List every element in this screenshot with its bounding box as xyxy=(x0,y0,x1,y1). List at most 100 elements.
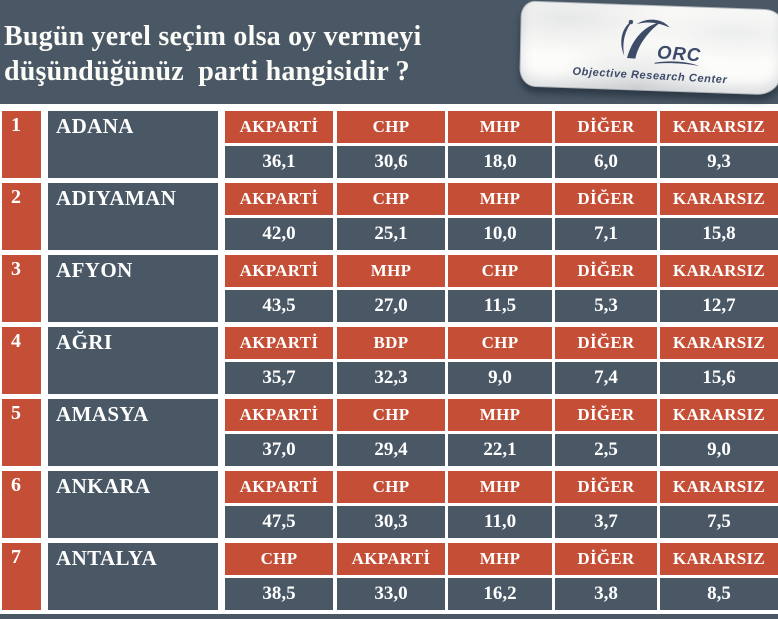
party-header-cell: CHP xyxy=(337,399,445,431)
value-cell: 47,5 xyxy=(225,506,333,538)
party-header-cell: AKPARTİ xyxy=(225,255,333,287)
value-cell: 15,8 xyxy=(660,218,778,250)
party-header-cell: CHP xyxy=(225,543,333,575)
party-header-cell: CHP xyxy=(337,183,445,215)
party-header-cell: BDP xyxy=(337,327,445,359)
value-cell: 27,0 xyxy=(337,290,445,322)
table-row: 2 ADIYAMAN AKPARTİ 42,0 CHP 25,1 MHP 10,0 DİĞER 7… xyxy=(2,183,778,250)
row-city: ADIYAMAN xyxy=(48,183,218,250)
row-city: AFYON xyxy=(48,255,218,322)
orc-abbr-text: ORC xyxy=(657,41,702,65)
value-cell: 22,1 xyxy=(448,434,552,466)
party-header-cell: MHP xyxy=(448,399,552,431)
row-city: AMASYA xyxy=(48,399,218,466)
row-city: ANTALYA xyxy=(48,543,218,610)
value-cell: 9,0 xyxy=(448,362,552,394)
value-cell: 2,5 xyxy=(555,434,657,466)
title-line-2: düşündüğünüz parti hangisidir ? xyxy=(4,56,410,87)
row-rank: 3 xyxy=(2,255,41,322)
value-cell: 12,7 xyxy=(660,290,778,322)
table-row: 3 AFYON AKPARTİ 43,5 MHP 27,0 CHP 11,5 DİĞER 5,3 K… xyxy=(2,255,778,322)
party-header-cell: KARARSIZ xyxy=(660,255,778,287)
value-cell: 37,0 xyxy=(225,434,333,466)
table-row: 7 ANTALYA CHP 38,5 AKPARTİ 33,0 MHP 16,2 DİĞER 3,… xyxy=(2,543,778,610)
row-rank: 4 xyxy=(2,327,41,394)
party-header-cell: AKPARTİ xyxy=(225,471,333,503)
bottom-crop-bar xyxy=(0,614,778,619)
row-rank: 6 xyxy=(2,471,41,538)
party-header-cell: MHP xyxy=(448,111,552,143)
party-header-cell: DİĞER xyxy=(555,327,657,359)
value-cell: 30,6 xyxy=(337,146,445,178)
table-row: 5 AMASYA AKPARTİ 37,0 CHP 29,4 MHP 22,1 DİĞER 2,5… xyxy=(2,399,778,466)
party-header-cell: AKPARTİ xyxy=(225,399,333,431)
slide-header: Bugün yerel seçim olsa oy vermeyi düşündü… xyxy=(0,0,778,104)
party-header-cell: DİĞER xyxy=(555,399,657,431)
party-header-cell: CHP xyxy=(337,471,445,503)
party-header-cell: CHP xyxy=(448,255,552,287)
value-cell: 11,5 xyxy=(448,290,552,322)
row-rank: 7 xyxy=(2,543,41,610)
value-cell: 38,5 xyxy=(225,578,333,610)
value-cell: 42,0 xyxy=(225,218,333,250)
value-cell: 6,0 xyxy=(555,146,657,178)
value-cell: 3,7 xyxy=(555,506,657,538)
party-header-cell: AKPARTİ xyxy=(225,111,333,143)
party-header-cell: KARARSIZ xyxy=(660,399,778,431)
party-header-cell: CHP xyxy=(337,111,445,143)
value-cell: 18,0 xyxy=(448,146,552,178)
party-header-cell: DİĞER xyxy=(555,255,657,287)
party-header-cell: DİĞER xyxy=(555,543,657,575)
party-header-cell: DİĞER xyxy=(555,471,657,503)
party-header-cell: MHP xyxy=(448,471,552,503)
value-cell: 3,8 xyxy=(555,578,657,610)
value-cell: 35,7 xyxy=(225,362,333,394)
value-cell: 7,1 xyxy=(555,218,657,250)
value-cell: 7,4 xyxy=(555,362,657,394)
party-header-cell: AKPARTİ xyxy=(225,327,333,359)
party-header-cell: DİĞER xyxy=(555,183,657,215)
table-row: 1 ADANA AKPARTİ 36,1 CHP 30,6 MHP 18,0 DİĞER 6,0 K… xyxy=(2,111,778,178)
orc-logo-badge: ORC Objective Research Center xyxy=(519,0,778,96)
value-cell: 10,0 xyxy=(448,218,552,250)
value-cell: 16,2 xyxy=(448,578,552,610)
party-header-cell: KARARSIZ xyxy=(660,111,778,143)
party-header-cell: KARARSIZ xyxy=(660,543,778,575)
party-header-cell: AKPARTİ xyxy=(225,183,333,215)
row-city: ANKARA xyxy=(48,471,218,538)
table-row: 4 AĞRI AKPARTİ 35,7 BDP 32,3 CHP 9,0 DİĞER 7,4 KAR… xyxy=(2,327,778,394)
value-cell: 43,5 xyxy=(225,290,333,322)
value-cell: 7,5 xyxy=(660,506,778,538)
value-cell: 9,0 xyxy=(660,434,778,466)
value-cell: 8,5 xyxy=(660,578,778,610)
row-city: ADANA xyxy=(48,111,218,178)
value-cell: 29,4 xyxy=(337,434,445,466)
party-header-cell: CHP xyxy=(448,327,552,359)
value-cell: 15,6 xyxy=(660,362,778,394)
party-header-cell: KARARSIZ xyxy=(660,327,778,359)
party-header-cell: KARARSIZ xyxy=(660,183,778,215)
row-rank: 5 xyxy=(2,399,41,466)
party-header-cell: MHP xyxy=(337,255,445,287)
results-rows: 1 ADANA AKPARTİ 36,1 CHP 30,6 MHP 18,0 DİĞER 6,0 K… xyxy=(2,111,778,610)
party-header-cell: AKPARTİ xyxy=(337,543,445,575)
row-rank: 2 xyxy=(2,183,41,250)
value-cell: 33,0 xyxy=(337,578,445,610)
party-header-cell: MHP xyxy=(448,183,552,215)
value-cell: 9,3 xyxy=(660,146,778,178)
row-city: AĞRI xyxy=(48,327,218,394)
party-header-cell: KARARSIZ xyxy=(660,471,778,503)
orc-logo-icon: ORC xyxy=(621,18,702,66)
party-header-cell: MHP xyxy=(448,543,552,575)
party-header-cell: DİĞER xyxy=(555,111,657,143)
title-line-1: Bugün yerel seçim olsa oy vermeyi xyxy=(4,21,422,52)
row-rank: 1 xyxy=(2,111,41,178)
value-cell: 25,1 xyxy=(337,218,445,250)
value-cell: 5,3 xyxy=(555,290,657,322)
value-cell: 32,3 xyxy=(337,362,445,394)
page-title: Bugün yerel seçim olsa oy vermeyi düşündü… xyxy=(0,0,778,89)
results-table: 1 ADANA AKPARTİ 36,1 CHP 30,6 MHP 18,0 DİĞER 6,0 K… xyxy=(0,104,778,610)
value-cell: 11,0 xyxy=(448,506,552,538)
value-cell: 30,3 xyxy=(337,506,445,538)
